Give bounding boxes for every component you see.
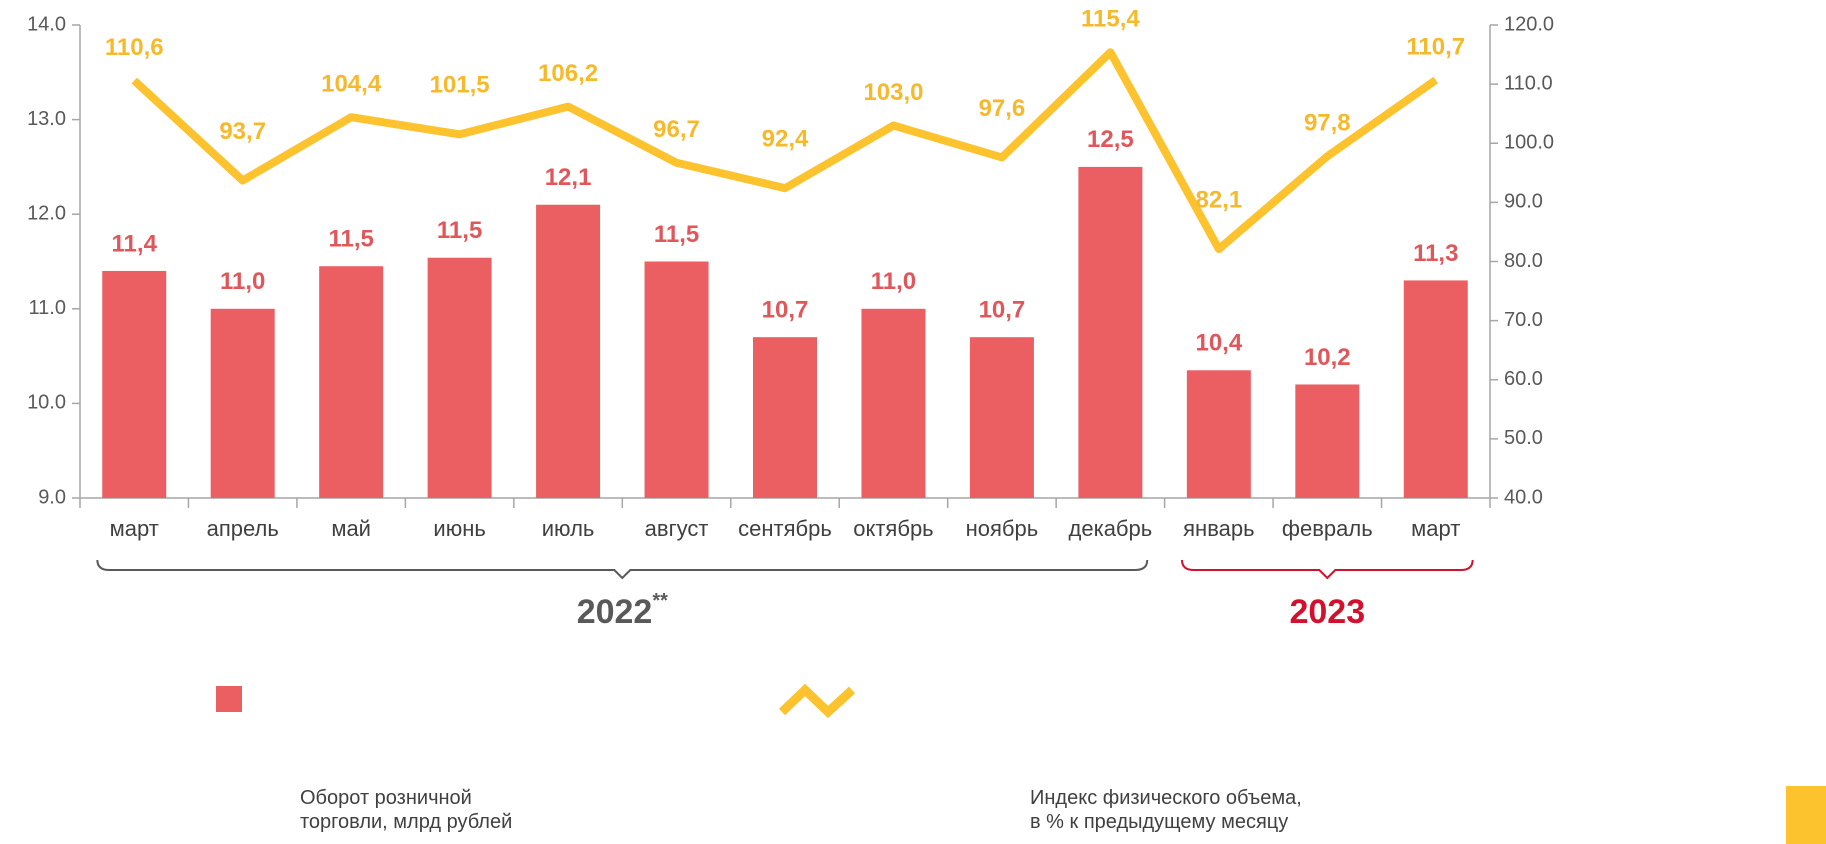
bar — [1186, 370, 1251, 498]
y2-tick-label: 120.0 — [1504, 13, 1554, 35]
group-label-text: 2022 — [577, 593, 653, 631]
y-tick-label: 12.0 — [27, 202, 66, 224]
bar-value-label: 12,1 — [545, 164, 592, 191]
bar — [1078, 166, 1143, 498]
x-tick-label: февраль — [1282, 516, 1373, 541]
bar-value-label: 10,7 — [762, 297, 809, 324]
y-tick-label: 10.0 — [27, 392, 66, 414]
bar-value-label: 12,5 — [1087, 126, 1134, 153]
bar-value-label: 10,7 — [979, 297, 1026, 324]
line-value-label: 110,7 — [1406, 33, 1465, 60]
bar — [102, 270, 167, 498]
bar-value-label: 11,0 — [220, 268, 265, 295]
line-value-label: 103,0 — [863, 79, 923, 106]
x-tick-label: январь — [1183, 516, 1254, 541]
line-value-label: 115,4 — [1081, 6, 1140, 33]
y2-tick-label: 90.0 — [1504, 191, 1543, 213]
line-value-label: 97,8 — [1304, 110, 1351, 137]
y-tick-label: 14.0 — [27, 13, 66, 35]
line — [131, 48, 1439, 254]
bar — [536, 204, 601, 499]
group-label: 2023 — [1289, 593, 1365, 631]
y2-tick-label: 110.0 — [1504, 72, 1553, 94]
line-value-label: 82,1 — [1195, 186, 1242, 213]
legend-swatch — [216, 686, 242, 712]
line-value-label: 96,7 — [653, 116, 700, 143]
x-tick-label: август — [645, 516, 709, 541]
bracket — [1180, 559, 1474, 580]
bar-value-label: 11,5 — [328, 226, 373, 253]
legend-label: Индекс физического объема, в % к предыду… — [1030, 787, 1302, 833]
bar-value-label: 11,3 — [1413, 240, 1458, 267]
line-value-label: 93,7 — [219, 118, 266, 145]
x-tick-label: октябрь — [853, 516, 933, 541]
line-value-label: 92,4 — [762, 126, 809, 153]
bar — [427, 257, 492, 498]
x-tick-label: ноябрь — [966, 516, 1039, 541]
x-tick-label: май — [331, 516, 371, 541]
x-tick-label: март — [1411, 516, 1460, 541]
bracket — [96, 559, 1149, 580]
bar — [861, 308, 926, 498]
y2-tick-label: 70.0 — [1504, 309, 1543, 331]
y2-tick-label: 80.0 — [1504, 250, 1543, 272]
y2-tick-label: 100.0 — [1504, 132, 1554, 154]
bar-value-label: 11,5 — [654, 221, 699, 248]
bar — [753, 337, 817, 498]
bar-value-label: 11,0 — [871, 268, 916, 295]
bar-value-label: 10,2 — [1304, 344, 1351, 371]
group-label-text: 2023 — [1289, 593, 1365, 631]
bar-value-label: 11,4 — [112, 230, 158, 257]
x-tick-label: март — [110, 516, 159, 541]
x-tick-label: декабрь — [1069, 516, 1153, 541]
bar — [644, 261, 709, 498]
group-label: 2022** — [577, 590, 668, 631]
bar-value-label: 10,4 — [1195, 330, 1242, 357]
corner-badge — [1786, 786, 1826, 844]
x-tick-label: июль — [542, 516, 595, 541]
bar-value-label: 11,5 — [437, 217, 482, 244]
bar — [319, 266, 384, 498]
line-value-label: 97,6 — [979, 95, 1026, 122]
line-value-label: 101,5 — [430, 72, 490, 99]
y2-tick-label: 60.0 — [1504, 368, 1543, 390]
x-tick-label: июнь — [433, 516, 485, 541]
y-tick-label: 11.0 — [29, 297, 66, 319]
bar — [1403, 280, 1468, 498]
y2-tick-label: 40.0 — [1504, 486, 1543, 508]
legend-label: Оборот розничной торговли, млрд рублей — [300, 787, 513, 833]
y-tick-label: 13.0 — [27, 108, 66, 130]
line-value-label: 106,2 — [538, 60, 598, 87]
legend-swatch — [778, 683, 856, 719]
bar — [1295, 384, 1360, 498]
bar — [969, 337, 1034, 498]
group-label-note: ** — [652, 590, 668, 612]
line-value-label: 110,6 — [105, 34, 164, 61]
y2-tick-label: 50.0 — [1504, 427, 1543, 449]
line-value-label: 104,4 — [321, 71, 382, 98]
x-tick-label: сентябрь — [738, 516, 832, 541]
x-tick-label: апрель — [207, 516, 279, 541]
bar — [210, 308, 275, 498]
y-tick-label: 9.0 — [38, 486, 66, 508]
